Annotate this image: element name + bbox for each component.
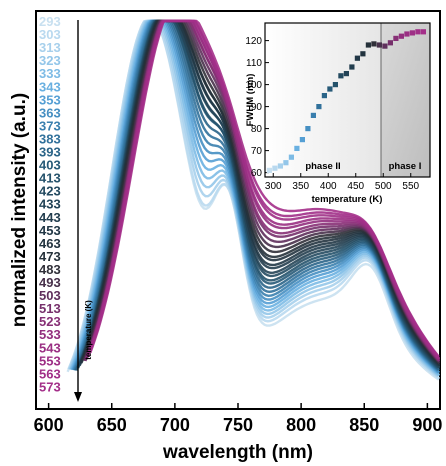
inset-x-tick-label: 400 — [320, 181, 337, 192]
legend-entry: 323 — [39, 53, 61, 68]
fwhm-point — [360, 51, 366, 57]
fwhm-point — [327, 86, 333, 92]
fwhm-point — [277, 163, 283, 169]
fwhm-point — [343, 71, 349, 77]
fwhm-point — [332, 82, 338, 88]
fwhm-point — [382, 43, 388, 49]
fwhm-point — [393, 35, 399, 41]
fwhm-point — [409, 30, 415, 36]
legend-entry: 303 — [39, 27, 61, 42]
legend-entry: 333 — [39, 66, 61, 81]
legend-entry: 533 — [39, 327, 61, 342]
main-x-tick-label: 900 — [412, 415, 442, 435]
fwhm-point — [288, 154, 294, 160]
fwhm-point — [371, 41, 377, 47]
main-x-tick-label: 750 — [223, 415, 253, 435]
legend-entry: 393 — [39, 145, 61, 160]
legend-entry: 543 — [39, 340, 61, 355]
legend-entry: 573 — [39, 379, 61, 394]
legend-entry: 363 — [39, 105, 61, 120]
fwhm-point — [365, 42, 371, 48]
main-x-tick-label: 700 — [160, 415, 190, 435]
inset-y-axis-label: FWHM (nm) — [245, 74, 256, 127]
legend-entry: 423 — [39, 184, 61, 199]
legend-entry: 523 — [39, 314, 61, 329]
spectra-series-group — [66, 19, 440, 381]
inset-y-tick-label: 70 — [251, 146, 263, 157]
legend-entry: 553 — [39, 353, 61, 368]
fwhm-point — [415, 29, 421, 35]
legend-entry: 403 — [39, 158, 61, 173]
main-x-tick-label: 850 — [349, 415, 379, 435]
legend-entry: 413 — [39, 171, 61, 186]
temperature-legend: 2933033133233333433533633733833934034134… — [39, 14, 61, 394]
fwhm-inset: 60 70 80 90 100 110 120 300 350 400 450 500 550 pha… — [245, 22, 431, 205]
legend-entry: 483 — [39, 262, 61, 277]
legend-entry: 343 — [39, 79, 61, 94]
inset-y-tick-label: 100 — [245, 80, 262, 91]
fwhm-point — [272, 165, 278, 171]
fwhm-point — [316, 104, 322, 110]
fwhm-point — [404, 31, 410, 37]
phase-i-label: phase I — [389, 161, 422, 172]
legend-entry: 313 — [39, 40, 61, 55]
fwhm-point — [283, 160, 289, 166]
fwhm-point — [305, 126, 311, 132]
fwhm-point — [299, 137, 305, 143]
main-x-axis-label: wavelength (nm) — [162, 442, 313, 463]
legend-entry: 453 — [39, 223, 61, 238]
inset-x-tick-label: 450 — [347, 181, 364, 192]
legend-entry: 443 — [39, 210, 61, 225]
fwhm-point — [376, 42, 382, 48]
legend-entry: 353 — [39, 92, 61, 107]
main-y-axis-label: normalized intensity (a.u.) — [9, 93, 30, 327]
fwhm-point — [338, 73, 344, 79]
inset-x-tick-label: 500 — [375, 181, 392, 192]
legend-entry: 373 — [39, 118, 61, 133]
legend-entry: 503 — [39, 288, 61, 303]
inset-x-tick-label: 300 — [265, 181, 282, 192]
legend-entry: 433 — [39, 197, 61, 212]
fwhm-point — [354, 55, 360, 61]
main-x-tick-label: 600 — [34, 415, 64, 435]
inset-y-tick-label: 60 — [251, 168, 263, 179]
spectrum-line-573k — [89, 19, 440, 358]
main-x-tick-label: 800 — [286, 415, 316, 435]
inset-points — [266, 29, 426, 173]
phase-ii-label: phase II — [305, 161, 340, 172]
inset-background-phase-i — [381, 23, 430, 177]
fwhm-point — [310, 112, 316, 118]
fwhm-point — [398, 33, 404, 39]
legend-entry: 293 — [39, 14, 61, 29]
legend-entry: 463 — [39, 236, 61, 251]
fwhm-point — [321, 93, 327, 99]
inset-y-tick-label: 120 — [245, 36, 262, 47]
inset-y-tick-label: 110 — [246, 58, 262, 69]
legend-entry: 563 — [39, 366, 61, 381]
legend-entry: 493 — [39, 275, 61, 290]
inset-x-axis: 300 350 400 450 500 550 — [265, 173, 420, 192]
legend-entry: 383 — [39, 131, 61, 146]
inset-frame — [264, 22, 431, 178]
inset-background-phase-ii — [265, 23, 381, 177]
legend-arrow-head — [74, 392, 82, 402]
main-x-tick-label: 650 — [97, 415, 127, 435]
fwhm-point — [294, 145, 300, 151]
inset-y-tick-label: 80 — [251, 124, 263, 135]
fwhm-point — [387, 40, 393, 46]
fwhm-point — [420, 29, 426, 35]
inset-y-tick-label: 90 — [251, 102, 263, 113]
inset-x-tick-label: 350 — [292, 181, 309, 192]
inset-x-axis-label: temperature (K) — [312, 194, 383, 205]
legend-entry: 513 — [39, 301, 61, 316]
legend-entry: 473 — [39, 249, 61, 264]
inset-x-tick-label: 550 — [402, 181, 419, 192]
main-x-axis: 600 650 700 750 800 850 900 — [34, 403, 442, 435]
legend-title: temperature (K) — [84, 300, 93, 360]
fwhm-point — [349, 64, 355, 70]
fwhm-point — [266, 167, 272, 173]
